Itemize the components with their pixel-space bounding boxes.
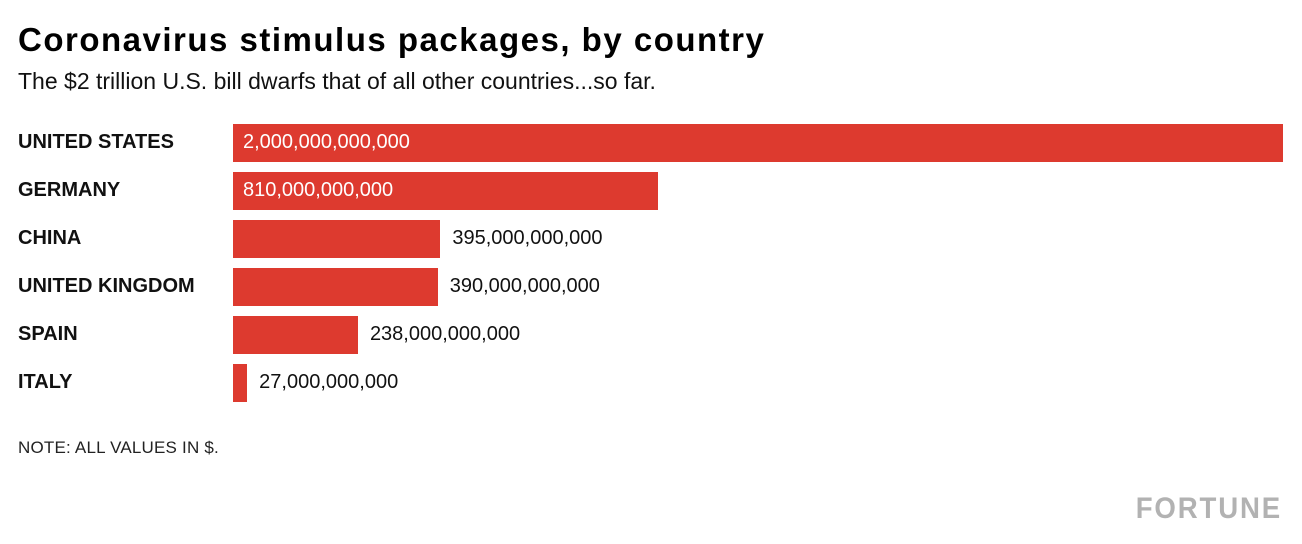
bar-value: 395,000,000,000: [452, 227, 603, 250]
bar-track: 238,000,000,000: [233, 315, 1283, 354]
country-label: ITALY: [18, 371, 73, 394]
fortune-logo: FORTUNE: [1135, 492, 1282, 525]
chart-row: ITALY 27,000,000,000: [18, 363, 1283, 402]
bar: [233, 363, 248, 402]
bar-track: 390,000,000,000: [233, 267, 1283, 306]
bar: 810,000,000,000: [233, 171, 659, 210]
bar-value: 810,000,000,000: [243, 179, 394, 202]
bar-track: 27,000,000,000: [233, 363, 1283, 402]
chart-row: SPAIN 238,000,000,000: [18, 315, 1283, 354]
bar: [233, 219, 441, 258]
bar-value: 238,000,000,000: [369, 323, 521, 346]
bar-track: 810,000,000,000: [233, 171, 1283, 210]
chart-note: NOTE: ALL VALUES IN $.: [18, 437, 219, 457]
chart-row: UNITED KINGDOM 390,000,000,000: [18, 267, 1283, 306]
chart-title: Coronavirus stimulus packages, by countr…: [18, 21, 766, 58]
bar-chart: UNITED STATES 2,000,000,000,000 GERMANY 810…: [18, 123, 1283, 402]
chart-row: GERMANY 810,000,000,000: [18, 171, 1283, 210]
chart-row: CHINA 395,000,000,000: [18, 219, 1283, 258]
country-label: SPAIN: [18, 323, 78, 346]
country-label: CHINA: [18, 227, 82, 250]
bar: 2,000,000,000,000: [233, 123, 1283, 162]
country-label: UNITED KINGDOM: [18, 275, 195, 298]
bar-track: 395,000,000,000: [233, 219, 1283, 258]
bar: [233, 315, 358, 354]
chart-row: UNITED STATES 2,000,000,000,000: [18, 123, 1283, 162]
bar-value: 27,000,000,000: [259, 371, 399, 394]
chart-subtitle: The $2 trillion U.S. bill dwarfs that of…: [18, 68, 656, 95]
country-label: GERMANY: [18, 179, 121, 202]
country-label: UNITED STATES: [18, 131, 174, 154]
bar-value: 390,000,000,000: [449, 275, 600, 298]
bar-track: 2,000,000,000,000: [233, 123, 1283, 162]
bar: [233, 267, 438, 306]
bar-value: 2,000,000,000,000: [243, 131, 410, 154]
